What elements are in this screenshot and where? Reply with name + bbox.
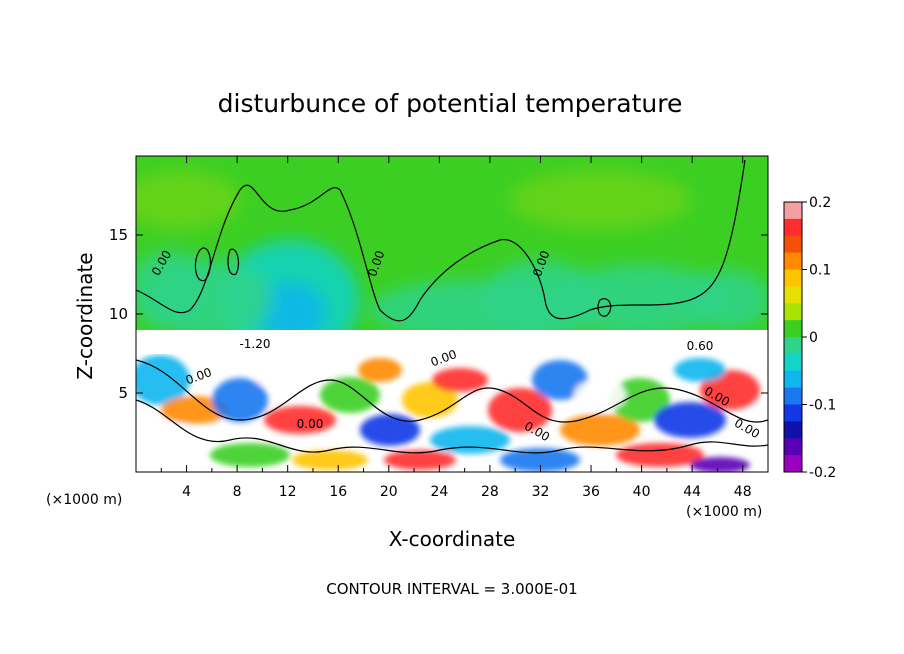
contour-labels: 0.00 0.00 0.000.000.000.000.000.000.00-1.2…: [149, 248, 762, 444]
field-blob: [254, 282, 326, 342]
colorbar-tick-label: -0.1: [809, 398, 836, 414]
plot-area: 0.00 0.00 0.000.000.000.000.000.000.00-1.2…: [136, 156, 768, 472]
field-blob: [136, 250, 210, 330]
contour-line: [136, 359, 768, 423]
field-blob: [674, 358, 726, 382]
field-blob: [500, 448, 580, 472]
field-blob: [292, 450, 368, 470]
transition-layer: [136, 330, 768, 354]
field-blob: [358, 358, 402, 382]
x-axis: 4 8 12 16 20 24 28 32 36 40 44 48: [160, 156, 752, 500]
colorbar-tick-label: 0: [809, 330, 818, 346]
x-tick-label: 20: [380, 484, 398, 500]
x-tick-label: 12: [279, 484, 297, 500]
colorbar-tick-label: 0.2: [809, 195, 831, 211]
y-tick-label: 15: [109, 226, 128, 244]
x-tick-label: 40: [633, 484, 651, 500]
colorbar-tick-label: 0.1: [809, 263, 831, 279]
contour-interval-note: CONTOUR INTERVAL = 3.000E-01: [326, 580, 577, 598]
x-unit-label: (×1000 m): [46, 492, 122, 508]
colorbar-segment: [784, 353, 802, 372]
field-blob: [151, 424, 199, 456]
field-blob: [384, 450, 456, 470]
field-blob: [488, 388, 552, 432]
colorbar-tick-label: -0.2: [809, 465, 836, 481]
field-blob: [430, 426, 510, 454]
x-tick-label: 8: [233, 484, 242, 500]
colorbar-segment: [784, 455, 802, 473]
field-blob: [360, 414, 420, 446]
contour-line: [194, 247, 212, 282]
x-tick-label: 32: [532, 484, 550, 500]
colorbar-segment: [784, 269, 802, 287]
field-blob: [690, 457, 750, 472]
x-tick-label: 36: [582, 484, 600, 500]
field-blob: [550, 265, 730, 335]
colorbar-segment: [784, 252, 802, 270]
field-blob: [532, 360, 588, 400]
colorbar-segment: [784, 320, 802, 338]
colorbar-segment: [784, 286, 802, 304]
contour-label: 0.00: [297, 417, 324, 431]
field-blob: [560, 414, 640, 446]
colorbar-segment: [784, 202, 802, 220]
field-blob: [161, 396, 229, 424]
x-axis-label: X-coordinate: [389, 527, 516, 551]
field-blob: [654, 402, 726, 438]
colorbar-segment: [784, 235, 802, 254]
contour-lines: [136, 159, 768, 454]
field-blob: [690, 270, 768, 330]
field-blob: [264, 406, 336, 434]
field-blob: [510, 170, 690, 230]
colorbar-segment: [784, 218, 802, 237]
x-tick-label: 48: [734, 484, 752, 500]
x-tick-label: 44: [683, 484, 701, 500]
contour-line: [136, 159, 746, 322]
colorbar-segment: [784, 421, 802, 439]
colorbar-segment: [784, 387, 802, 405]
field-blob: [136, 170, 240, 230]
chart-title: disturbunce of potential temperature: [218, 89, 683, 118]
contour-line: [597, 298, 612, 317]
contour-line: [227, 248, 240, 276]
contour-label: -1.20: [239, 337, 270, 351]
colorbar-segment: [784, 404, 802, 422]
colorbar-segment: [784, 303, 802, 321]
y-axis-label: Z-coordinate: [73, 252, 97, 379]
field-blob: [432, 368, 488, 392]
contour-label: 0.60: [687, 339, 714, 353]
colorbar-segment: [784, 438, 802, 456]
y-unit-label: (×1000 m): [686, 504, 762, 520]
field-blob: [254, 361, 306, 389]
field-blob: [210, 443, 290, 467]
x-tick-label: 28: [481, 484, 499, 500]
lower-field-blobs: [136, 355, 760, 472]
contour-line: [136, 399, 768, 454]
field-blob: [574, 379, 626, 411]
x-tick-label: 4: [182, 484, 191, 500]
field-blob: [700, 370, 760, 410]
y-tick-label: 10: [109, 305, 128, 323]
field-blob: [320, 377, 380, 413]
y-axis: 5 10 15: [109, 226, 768, 402]
field-blob: [616, 443, 704, 467]
field-blob: [402, 382, 458, 418]
x-tick-label: 16: [329, 484, 347, 500]
field-blob: [136, 355, 190, 405]
colorbar-segment: [784, 370, 802, 389]
colorbar: [784, 202, 802, 473]
colorbar-ticks: 0.2 0.1 0 -0.1 -0.2: [802, 195, 836, 481]
colorbar-segment: [784, 337, 802, 355]
x-tick-label: 24: [430, 484, 448, 500]
y-tick-label: 5: [118, 384, 128, 402]
field-blob: [212, 378, 268, 422]
